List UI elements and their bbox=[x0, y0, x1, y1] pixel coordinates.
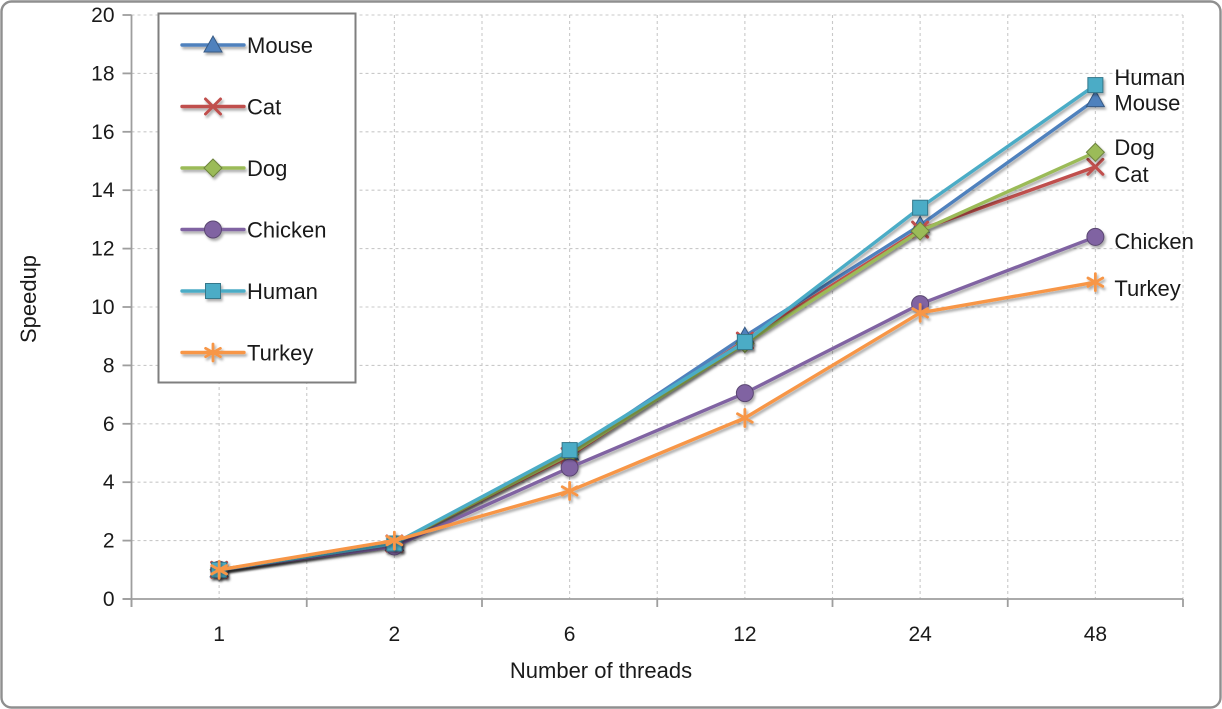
y-tick-label: 12 bbox=[91, 238, 114, 261]
y-axis-title: Speedup bbox=[16, 255, 41, 343]
y-tick-label: 18 bbox=[91, 62, 114, 85]
legend-label-mouse: Mouse bbox=[247, 33, 313, 58]
y-tick-label: 10 bbox=[91, 296, 114, 319]
series-label-chicken: Chicken bbox=[1114, 229, 1193, 254]
x-tick-label: 2 bbox=[389, 623, 401, 646]
legend-x-icon bbox=[204, 97, 222, 116]
legend-marker-human bbox=[180, 283, 246, 299]
human-marker bbox=[561, 442, 578, 459]
turkey-marker bbox=[560, 481, 579, 501]
x-tick-label: 1 bbox=[213, 623, 225, 646]
y-tick-label: 16 bbox=[91, 121, 114, 144]
y-tick-label: 20 bbox=[91, 4, 114, 27]
chicken-marker bbox=[1086, 227, 1105, 246]
legend-triangle-icon bbox=[203, 34, 223, 53]
turkey-marker bbox=[210, 559, 228, 580]
human-marker bbox=[1087, 77, 1104, 94]
y-tick-label: 8 bbox=[103, 354, 115, 377]
series-label-mouse: Mouse bbox=[1114, 91, 1180, 116]
turkey-marker bbox=[1086, 272, 1105, 293]
legend-label-turkey: Turkey bbox=[247, 341, 313, 366]
legend: Mouse Cat Dog Chicken Human Turkey bbox=[157, 12, 357, 384]
legend-label-cat: Cat bbox=[247, 95, 281, 120]
human-marker bbox=[912, 199, 929, 216]
series-label-cat: Cat bbox=[1114, 162, 1148, 187]
legend-item-chicken: Chicken bbox=[180, 218, 326, 243]
dog-marker bbox=[1085, 142, 1106, 162]
x-tick-label: 6 bbox=[564, 623, 576, 646]
series-turkey bbox=[210, 272, 1105, 580]
series-label-turkey: Turkey bbox=[1114, 276, 1180, 301]
legend-marker-mouse bbox=[180, 34, 246, 53]
turkey-marker bbox=[736, 408, 754, 428]
legend-circle-icon bbox=[204, 220, 222, 239]
turkey-marker bbox=[385, 530, 404, 551]
dog-marker bbox=[910, 221, 930, 241]
legend-item-human: Human bbox=[180, 279, 318, 304]
human-marker bbox=[736, 334, 753, 351]
y-tick-label: 2 bbox=[103, 530, 115, 553]
x-tick-label: 24 bbox=[908, 623, 932, 646]
y-tick-label: 0 bbox=[103, 588, 115, 611]
chicken-marker bbox=[560, 458, 579, 477]
legend-marker-dog bbox=[180, 158, 246, 178]
legend-item-turkey: Turkey bbox=[180, 341, 313, 366]
legend-marker-chicken bbox=[180, 220, 246, 239]
legend-marker-turkey bbox=[180, 342, 246, 363]
legend-item-cat: Cat bbox=[180, 95, 281, 120]
chicken-line bbox=[217, 235, 1098, 572]
legend-square-icon bbox=[205, 283, 221, 299]
legend-diamond-icon bbox=[203, 158, 223, 178]
cat-marker bbox=[1086, 157, 1105, 176]
legend-box bbox=[157, 12, 357, 384]
turkey-line bbox=[217, 280, 1098, 572]
mouse-marker bbox=[1085, 89, 1106, 108]
legend-label-dog: Dog bbox=[247, 156, 287, 181]
y-tick-label: 4 bbox=[103, 471, 115, 494]
chicken-marker bbox=[735, 384, 754, 403]
axes bbox=[122, 14, 1184, 607]
series-label-human: Human bbox=[1114, 65, 1185, 90]
legend-item-dog: Dog bbox=[180, 156, 287, 181]
turkey-marker bbox=[911, 302, 929, 323]
legend-label-human: Human bbox=[247, 279, 318, 304]
legend-asterisk-icon bbox=[204, 342, 222, 363]
y-tick-label: 6 bbox=[103, 413, 115, 436]
human-line bbox=[217, 83, 1098, 572]
legend-label-chicken: Chicken bbox=[247, 218, 326, 243]
y-tick-label: 14 bbox=[91, 179, 115, 202]
x-tick-label: 12 bbox=[733, 623, 756, 646]
legend-marker-cat bbox=[180, 97, 246, 116]
x-axis-title: Number of threads bbox=[510, 658, 692, 683]
series-label-dog: Dog bbox=[1114, 135, 1154, 160]
legend-item-mouse: Mouse bbox=[180, 33, 313, 58]
x-tick-label: 48 bbox=[1084, 623, 1107, 646]
